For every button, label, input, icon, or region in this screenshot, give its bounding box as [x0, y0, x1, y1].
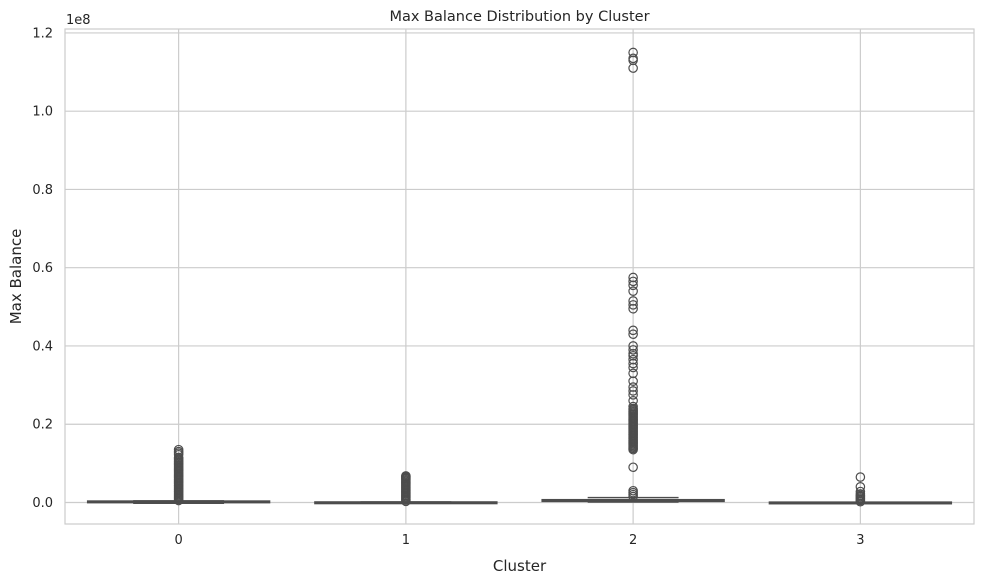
outlier-point [628, 286, 638, 296]
box-cluster-0 [86, 444, 271, 506]
y-tick-label: 0.0 [32, 496, 53, 511]
outlier-point [173, 449, 184, 460]
y-tick-label: 0.6 [32, 261, 53, 276]
outlier-point [628, 345, 638, 355]
x-tick-label: 3 [856, 533, 864, 548]
x-axis-label: Cluster [493, 557, 547, 575]
outlier-point [628, 354, 638, 365]
outlier-point [401, 473, 411, 484]
outlier-point [628, 386, 638, 396]
outlier-point [628, 47, 638, 58]
y-tick-label: 0.4 [32, 339, 53, 354]
outlier-point [628, 53, 638, 64]
y-offset-label: 1e8 [66, 13, 91, 28]
outlier-point [628, 296, 638, 306]
boxes [86, 47, 953, 507]
outlier-point [855, 482, 866, 492]
y-tick-label: 1.2 [32, 26, 53, 41]
box-cluster-2 [541, 47, 725, 503]
outlier-point [628, 485, 638, 496]
outlier-point [628, 401, 638, 412]
box-cluster-3 [768, 472, 953, 507]
outlier-point [628, 276, 638, 287]
x-tick-label: 0 [174, 533, 182, 548]
outlier-point [628, 325, 638, 336]
outlier-point [855, 486, 866, 497]
outlier-point [628, 382, 638, 392]
tick-labels: 0.0 0.2 0.4 0.6 0.8 1.0 1.2 0 1 2 3 [32, 26, 864, 548]
grid-lines [65, 29, 974, 524]
plot-frame [64, 28, 975, 525]
y-axis-label: Max Balance [7, 229, 25, 325]
outlier-point [628, 272, 638, 283]
outlier-point [628, 300, 638, 310]
box-cluster-1 [314, 471, 498, 507]
outlier-point [855, 489, 866, 499]
x-tick-label: 1 [402, 533, 410, 548]
outlier-point [628, 368, 638, 379]
outlier-point [628, 395, 638, 406]
outlier-point [855, 472, 866, 482]
outlier-point [628, 462, 638, 473]
y-tick-label: 0.2 [32, 418, 53, 433]
outlier-point [628, 329, 638, 340]
y-tick-label: 0.8 [32, 183, 53, 198]
outlier-point [628, 341, 638, 351]
chart-title: Max Balance Distribution by Cluster [389, 9, 649, 25]
x-tick-label: 2 [629, 533, 637, 548]
y-tick-label: 1.0 [32, 105, 53, 120]
